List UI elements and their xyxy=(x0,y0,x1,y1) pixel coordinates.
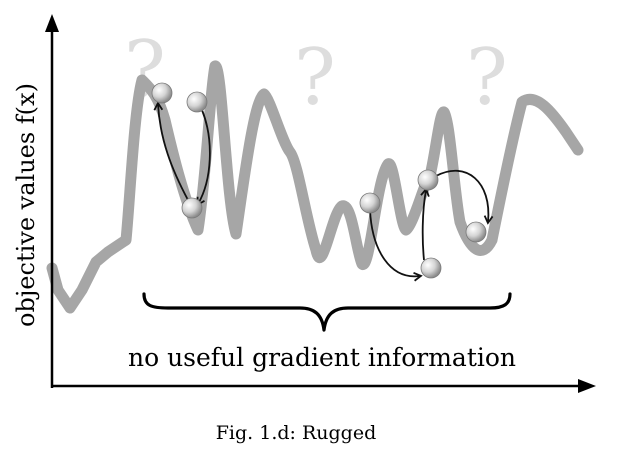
y-axis-arrow-icon xyxy=(45,14,59,32)
y-axis-label: objective values f(x) xyxy=(12,83,40,327)
question-mark-2: ? xyxy=(294,33,336,123)
solution-point xyxy=(417,169,439,191)
solution-point xyxy=(420,257,442,279)
y-axis xyxy=(45,14,59,388)
solution-point xyxy=(181,197,203,219)
x-axis xyxy=(52,379,596,393)
x-axis-arrow-icon xyxy=(578,379,596,393)
arrow-c xyxy=(369,209,423,282)
annotation-text: no useful gradient information xyxy=(128,343,516,372)
figure-caption: Fig. 1.d: Rugged xyxy=(216,422,377,444)
search-arrows xyxy=(153,101,494,282)
curly-brace xyxy=(142,292,512,332)
arrow-a xyxy=(153,101,189,201)
arrow-b xyxy=(196,109,211,207)
solution-point xyxy=(186,91,208,113)
solution-point xyxy=(465,221,487,243)
solution-point xyxy=(359,192,381,214)
arrow-e xyxy=(435,170,494,225)
solution-point xyxy=(151,82,173,104)
arrow-d xyxy=(420,187,430,261)
question-mark-3: ? xyxy=(466,33,508,123)
solution-points xyxy=(151,82,487,279)
question-marks: ? ? ? xyxy=(124,25,508,123)
